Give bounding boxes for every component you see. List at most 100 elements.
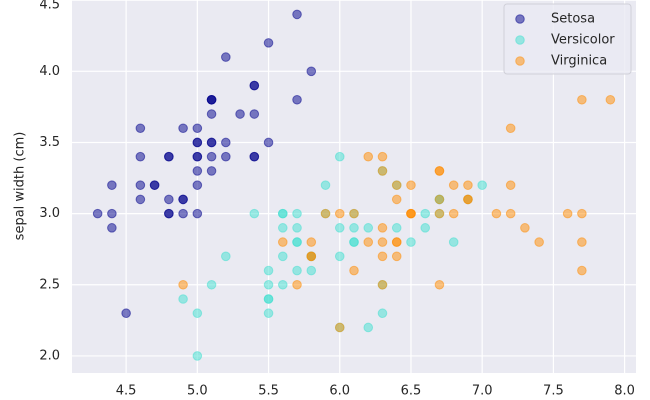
point bbox=[192, 166, 203, 176]
legend-box bbox=[503, 3, 632, 75]
point bbox=[221, 151, 231, 162]
point bbox=[448, 208, 459, 219]
point bbox=[377, 308, 388, 319]
point bbox=[391, 223, 402, 233]
point bbox=[491, 208, 502, 219]
x-tick-label: 6.0 bbox=[329, 384, 350, 399]
point bbox=[334, 251, 345, 262]
point bbox=[505, 180, 516, 190]
point bbox=[391, 237, 402, 247]
point bbox=[292, 9, 302, 20]
point bbox=[448, 237, 459, 247]
point bbox=[562, 208, 573, 219]
point bbox=[391, 194, 402, 205]
point bbox=[292, 237, 302, 247]
legend-label: Versicolor bbox=[551, 33, 615, 48]
points bbox=[92, 9, 616, 361]
point bbox=[263, 279, 274, 290]
point bbox=[135, 180, 146, 190]
point bbox=[577, 208, 587, 219]
point bbox=[192, 123, 203, 134]
point bbox=[235, 109, 245, 119]
point bbox=[149, 180, 160, 190]
point bbox=[363, 151, 374, 162]
y-tick-label: 3.0 bbox=[39, 206, 60, 221]
point bbox=[164, 208, 174, 219]
point bbox=[135, 194, 146, 205]
point bbox=[577, 94, 587, 105]
point bbox=[292, 265, 302, 276]
point bbox=[320, 180, 331, 190]
point bbox=[349, 265, 359, 276]
point bbox=[107, 180, 117, 190]
point bbox=[164, 194, 174, 205]
point bbox=[249, 151, 260, 162]
point bbox=[377, 223, 388, 233]
point bbox=[377, 251, 388, 262]
point bbox=[391, 180, 402, 190]
point bbox=[306, 265, 317, 276]
point bbox=[520, 223, 530, 233]
point bbox=[434, 166, 445, 176]
point bbox=[391, 251, 402, 262]
legend-marker bbox=[515, 56, 525, 66]
point bbox=[249, 80, 260, 91]
y-axis-label: sepal width (cm) bbox=[13, 132, 28, 241]
point bbox=[221, 137, 231, 148]
point bbox=[263, 308, 274, 319]
x-tick-label: 7.5 bbox=[543, 384, 564, 399]
y-tick-label: 4.0 bbox=[39, 64, 60, 79]
point bbox=[277, 279, 288, 290]
x-tick-label: 8.0 bbox=[614, 384, 635, 399]
point bbox=[577, 265, 587, 276]
point bbox=[306, 237, 317, 247]
point bbox=[178, 208, 188, 219]
point bbox=[406, 180, 416, 190]
point bbox=[178, 194, 188, 205]
point bbox=[448, 180, 459, 190]
point bbox=[605, 94, 616, 105]
point bbox=[178, 279, 188, 290]
point bbox=[221, 52, 231, 62]
y-tick-label: 3.5 bbox=[39, 135, 60, 150]
x-tick-label: 5.5 bbox=[258, 384, 279, 399]
point bbox=[192, 137, 203, 148]
point bbox=[434, 208, 445, 219]
point bbox=[334, 208, 345, 219]
ticks: 4.5 5.0 5.5 6.0 6.5 7.0 7.5 8.0 2.0 2.5 3.0 3.5 4.0 4… bbox=[39, 0, 635, 399]
point bbox=[263, 137, 274, 148]
point bbox=[206, 94, 217, 105]
point bbox=[192, 208, 203, 219]
point bbox=[192, 351, 203, 361]
point bbox=[206, 109, 217, 119]
point bbox=[277, 223, 288, 233]
point bbox=[263, 294, 274, 304]
point bbox=[178, 123, 188, 134]
point bbox=[463, 180, 473, 190]
legend-marker bbox=[515, 35, 525, 45]
point bbox=[277, 237, 288, 247]
x-tick-label: 5.0 bbox=[187, 384, 208, 399]
point bbox=[292, 223, 302, 233]
legend-marker bbox=[515, 14, 525, 24]
point bbox=[277, 251, 288, 262]
point bbox=[107, 223, 117, 233]
point bbox=[206, 137, 217, 148]
point bbox=[249, 208, 260, 219]
point bbox=[463, 194, 473, 205]
point bbox=[192, 308, 203, 319]
point bbox=[292, 208, 302, 219]
point bbox=[263, 38, 274, 48]
point bbox=[363, 223, 374, 233]
point bbox=[92, 208, 103, 219]
x-tick-label: 6.5 bbox=[401, 384, 422, 399]
point bbox=[192, 180, 203, 190]
point bbox=[292, 279, 302, 290]
point bbox=[477, 180, 487, 190]
point bbox=[135, 123, 146, 134]
point bbox=[107, 208, 117, 219]
point bbox=[192, 151, 203, 162]
point bbox=[406, 237, 416, 247]
point bbox=[334, 223, 345, 233]
